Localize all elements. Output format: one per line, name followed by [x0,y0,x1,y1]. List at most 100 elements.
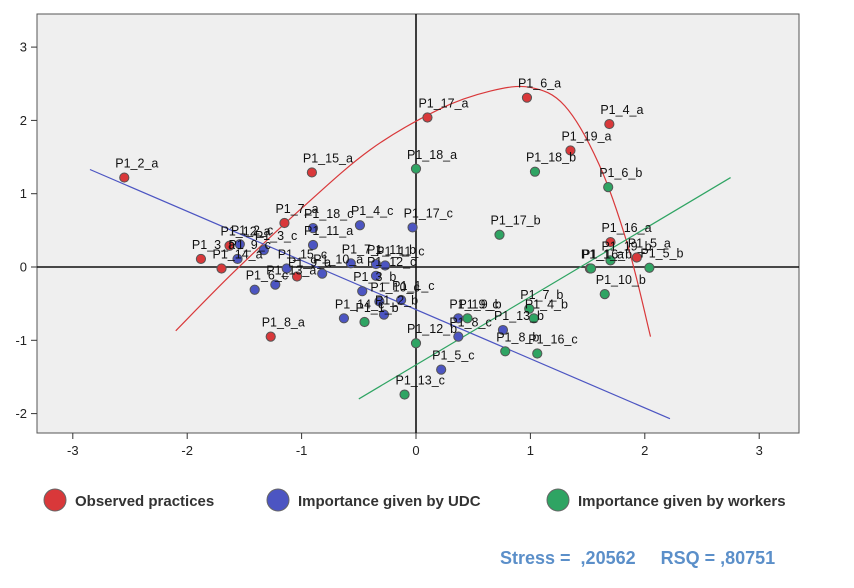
data-label: P1_8_b [496,330,539,344]
data-label: P1_19_b [601,239,651,253]
data-label: P1_18_a [407,148,457,162]
data-label: P1_1_a [581,247,624,261]
data-point [436,364,447,375]
data-point [291,271,303,282]
data-label: P1_9_a [288,256,331,270]
data-label: P1_3_c [255,229,297,243]
axes-layer: -3 -2 -1 0 1 2 3 -2 -1 0 1 2 3 [15,14,799,458]
data-label: P1_16_a [601,221,651,235]
legend-label: Observed practices [75,493,214,510]
data-label: P1_12_c [367,255,416,269]
data-point [410,338,422,349]
data-label: P1_17_c [404,206,453,220]
data-label: P1_16_c [528,332,577,346]
data-label: P1_14_a [213,247,263,261]
data-point [338,313,350,324]
data-label: P1_7_c [342,242,384,256]
data-point [216,263,227,274]
data-label: P1_13_c [396,374,445,388]
data-point [279,217,290,229]
data-label: P1_11_c [376,245,424,259]
data-label: P1_6_a [518,77,561,91]
data-label: P1_2_b [375,294,418,308]
data-label: P1_2_a [115,157,158,171]
data-point [529,166,541,177]
data-point [380,260,391,271]
data-point [378,309,390,320]
fit-statistics: Stress = ,20562 RSQ = ,80751 [500,548,776,568]
y-tick-label: 1 [20,186,27,201]
data-point [374,296,385,307]
data-point [407,222,418,233]
data-label: P1_5_c [432,349,474,363]
data-label: P1_17_a [418,96,468,110]
y-tick-label: 2 [20,113,27,128]
data-label: P1_6_b [599,166,642,180]
data-point [497,324,509,336]
data-label: P1_12_a [221,225,271,239]
data-label: P1_17_b [491,214,541,228]
fit-line [358,177,731,400]
data-label: P1_13_b [494,309,544,323]
y-tick-label: 3 [20,40,27,55]
legend: Observed practices Importance given by UD… [43,488,786,512]
data-label: P1_4_c [351,204,393,218]
data-label: P1_11_b [367,243,416,257]
data-label: P1_1_c [392,279,434,293]
plot-area [36,13,800,434]
data-label: P1_19_a [561,129,611,143]
data-point [281,263,292,274]
data-point [232,253,243,265]
x-tick-label: -2 [181,443,193,458]
data-label: P1_18_b [526,151,576,165]
data-label: P1_10_b [596,273,646,287]
data-label: P1_6_c [246,269,288,283]
fit-curve [175,85,652,337]
data-label: P1_7_b [520,288,563,302]
data-label: P1_9_c [229,238,271,252]
data-label: P1_3_a [192,238,235,252]
x-tick-label: 2 [641,443,648,458]
x-tick-label: -3 [67,443,79,458]
data-point [410,163,422,174]
data-point [399,389,410,400]
data-label: P1_15_a [303,151,353,165]
data-label: P1_14_c [335,297,384,311]
data-label: P1_2_c [231,223,273,237]
data-label: P1_3_b [353,270,396,284]
data-point [354,220,366,231]
data-point [345,258,356,269]
data-label: P1_16_b [582,247,632,261]
data-point [195,253,207,265]
data-point [528,313,539,324]
data-point [462,313,473,324]
x-tick-label: 1 [527,443,534,458]
data-point [357,286,368,297]
data-point [317,268,328,279]
data-label: P1_8_c [449,316,491,330]
legend-label: Importance given by UDC [298,493,481,510]
data-label: P1_5_a [628,236,671,250]
y-tick-label: -1 [15,333,27,348]
data-point [307,239,319,251]
fit-lines [89,85,731,420]
data-point [524,303,535,314]
data-point [605,236,616,248]
data-point [494,229,505,240]
data-labels: P1_2_a P1_3_aP1_14_a P1_7_a P1_9_a P1_8_a P1_… [115,77,683,388]
legend-swatch [546,488,570,512]
legend-label: Importance given by workers [578,493,786,510]
data-label: P1_8_a [262,316,305,330]
data-point [258,245,269,256]
data-label: P1_5_b [640,247,683,261]
data-point [532,348,543,359]
data-label: P1_15_c [278,247,327,261]
data-point [306,167,317,178]
data-label: P1_19_c [449,297,498,311]
data-label: P1_7_a [275,202,318,216]
data-point [605,255,616,266]
y-tick-label: 0 [20,260,27,275]
x-tick-label: 3 [756,443,763,458]
data-label: P1_12_b [407,322,457,336]
data-point [644,262,655,273]
